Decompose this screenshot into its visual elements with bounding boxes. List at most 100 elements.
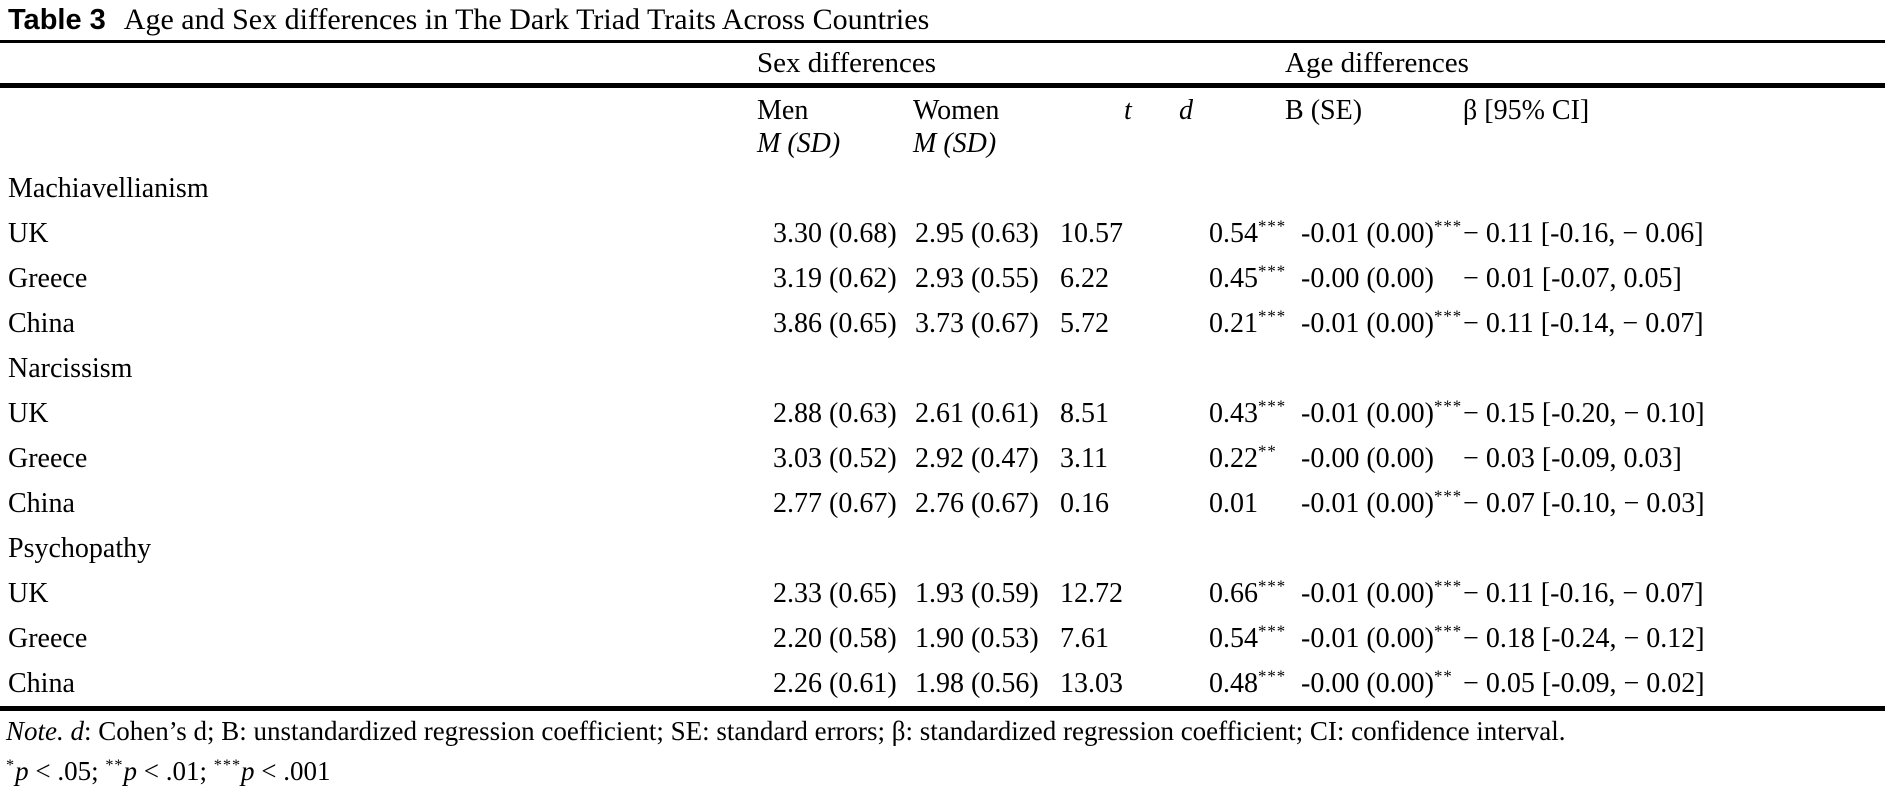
row-label: Greece [8, 262, 88, 294]
women-mean-sd [905, 346, 1052, 391]
t-value: 7.61 [1060, 622, 1109, 654]
d-value: 0.22** [1209, 441, 1277, 474]
women-mean-sd: 1.90 (0.53) [915, 622, 1039, 654]
col-header-beta-ci: β [95% CI] [1463, 95, 1590, 126]
row-label: UK [8, 577, 49, 609]
row-label: China [0, 661, 749, 711]
significance-stars: *** [1434, 621, 1463, 641]
significance-stars: *** [1258, 621, 1287, 641]
men-mean-sd: 2.26 (0.61) [749, 661, 905, 711]
b-se-value [1285, 526, 1455, 571]
col-header-women-msd: M (SD) [913, 128, 997, 159]
d-value: 0.48*** [1177, 661, 1287, 711]
beta-ci-value: − 0.11 [-0.16, − 0.06] [1463, 217, 1704, 249]
d-value: 0.21*** [1209, 306, 1287, 339]
col-header-women: Women M (SD) [905, 86, 1052, 167]
b-se-value [1285, 166, 1455, 211]
men-mean-sd [749, 166, 905, 211]
significance-stars: * [6, 756, 16, 774]
row-label: Machiavellianism [8, 172, 209, 204]
col-header-t: t [1124, 95, 1132, 126]
b-se-value: -0.01 (0.00)*** [1301, 486, 1463, 519]
women-mean-sd: 2.61 (0.61) [915, 397, 1039, 429]
country-data-row: Greece 3.03 (0.52) 2.92 (0.47) 3.11 0.22… [0, 436, 1885, 481]
row-label: Psychopathy [8, 532, 152, 564]
row-label: Narcissism [8, 352, 133, 384]
table-note: Note. d: Cohen’s d; B: unstandardized re… [0, 711, 1885, 791]
note-definitions-line: Note. d: Cohen’s d; B: unstandardized re… [6, 711, 1885, 751]
row-label: Greece [8, 442, 88, 474]
row-label: UK [8, 217, 49, 249]
beta-ci-value: − 0.01 [-0.07, 0.05] [1463, 262, 1682, 294]
t-value [1052, 346, 1177, 391]
b-se-value [1285, 346, 1455, 391]
t-value: 0.16 [1060, 487, 1109, 519]
men-mean-sd: 3.19 (0.62) [773, 262, 897, 294]
d-value [1177, 346, 1285, 391]
b-se-value: -0.00 (0.00) [1301, 262, 1435, 294]
b-se-value: -0.01 (0.00)*** [1301, 306, 1463, 339]
beta-ci-value [1455, 166, 1885, 211]
col-header-d: d [1179, 95, 1193, 126]
col-header-b-se: B (SE) [1285, 95, 1363, 126]
t-value [1052, 166, 1177, 211]
trait-section-row: Narcissism [0, 346, 1885, 391]
row-label: China [8, 307, 75, 339]
country-data-row: Greece 3.19 (0.62) 2.93 (0.55) 6.22 0.45… [0, 256, 1885, 301]
men-mean-sd: 2.33 (0.65) [773, 577, 897, 609]
t-value [1052, 526, 1177, 571]
d-value: 0.54*** [1209, 621, 1287, 654]
d-value [1177, 526, 1285, 571]
significance-stars: *** [1434, 306, 1463, 326]
significance-stars: *** [1258, 306, 1287, 326]
t-value: 10.57 [1060, 217, 1123, 249]
row-label-header [0, 86, 749, 167]
d-value: 0.01 [1209, 487, 1258, 519]
t-value: 12.72 [1060, 577, 1123, 609]
men-mean-sd: 2.77 (0.67) [773, 487, 897, 519]
women-mean-sd [905, 166, 1052, 211]
t-value: 6.22 [1060, 262, 1109, 294]
significance-stars: *** [1258, 576, 1287, 596]
significance-stars: *** [1258, 216, 1287, 236]
women-mean-sd: 2.95 (0.63) [915, 217, 1039, 249]
country-data-row: UK 2.88 (0.63) 2.61 (0.61) 8.51 0.43*** … [0, 391, 1885, 436]
table-title-text: Age and Sex differences in The Dark Tria… [123, 3, 930, 36]
row-label: Greece [8, 622, 88, 654]
significance-stars: *** [1258, 261, 1287, 281]
significance-stars: ** [105, 756, 124, 774]
significance-stars: *** [1434, 576, 1463, 596]
row-label: UK [8, 397, 49, 429]
women-mean-sd: 2.93 (0.55) [915, 262, 1039, 294]
b-se-value: -0.01 (0.00)*** [1301, 621, 1463, 654]
col-header-men-line1: Men [757, 95, 809, 126]
t-value: 13.03 [1052, 661, 1177, 711]
column-header-row: Men M (SD) Women M (SD) t d B (SE) β [95… [0, 86, 1885, 167]
col-header-women-line1: Women [913, 95, 1000, 126]
beta-ci-value: − 0.11 [-0.14, − 0.07] [1463, 307, 1704, 339]
t-value: 3.11 [1060, 442, 1108, 474]
trait-section-row: Psychopathy [0, 526, 1885, 571]
t-value: 5.72 [1060, 307, 1109, 339]
beta-ci-value: − 0.07 [-0.10, − 0.03] [1463, 487, 1705, 519]
beta-ci-value: − 0.11 [-0.16, − 0.07] [1463, 577, 1704, 609]
row-label: China [8, 487, 75, 519]
men-mean-sd [749, 346, 905, 391]
men-mean-sd: 3.30 (0.68) [773, 217, 897, 249]
table-number-label: Table 3 [8, 4, 106, 36]
country-data-row: China 3.86 (0.65) 3.73 (0.67) 5.72 0.21*… [0, 301, 1885, 346]
women-mean-sd: 2.92 (0.47) [915, 442, 1039, 474]
note-definitions-text: : Cohen’s d; B: unstandardized regressio… [84, 716, 1566, 746]
b-se-value: -0.01 (0.00)*** [1301, 396, 1463, 429]
significance-stars: *** [213, 756, 242, 774]
significance-stars: *** [1258, 666, 1287, 686]
women-mean-sd: 3.73 (0.67) [915, 307, 1039, 339]
p-symbol: p [123, 756, 138, 786]
significance-stars: ** [1258, 441, 1277, 461]
col-header-men-msd: M (SD) [757, 128, 841, 159]
d-value: 0.43*** [1209, 396, 1287, 429]
country-data-row: Greece 2.20 (0.58) 1.90 (0.53) 7.61 0.54… [0, 616, 1885, 661]
women-mean-sd: 1.98 (0.56) [905, 661, 1052, 711]
note-lead: Note. [6, 716, 64, 746]
country-data-row: China 2.77 (0.67) 2.76 (0.67) 0.16 0.01 … [0, 481, 1885, 526]
